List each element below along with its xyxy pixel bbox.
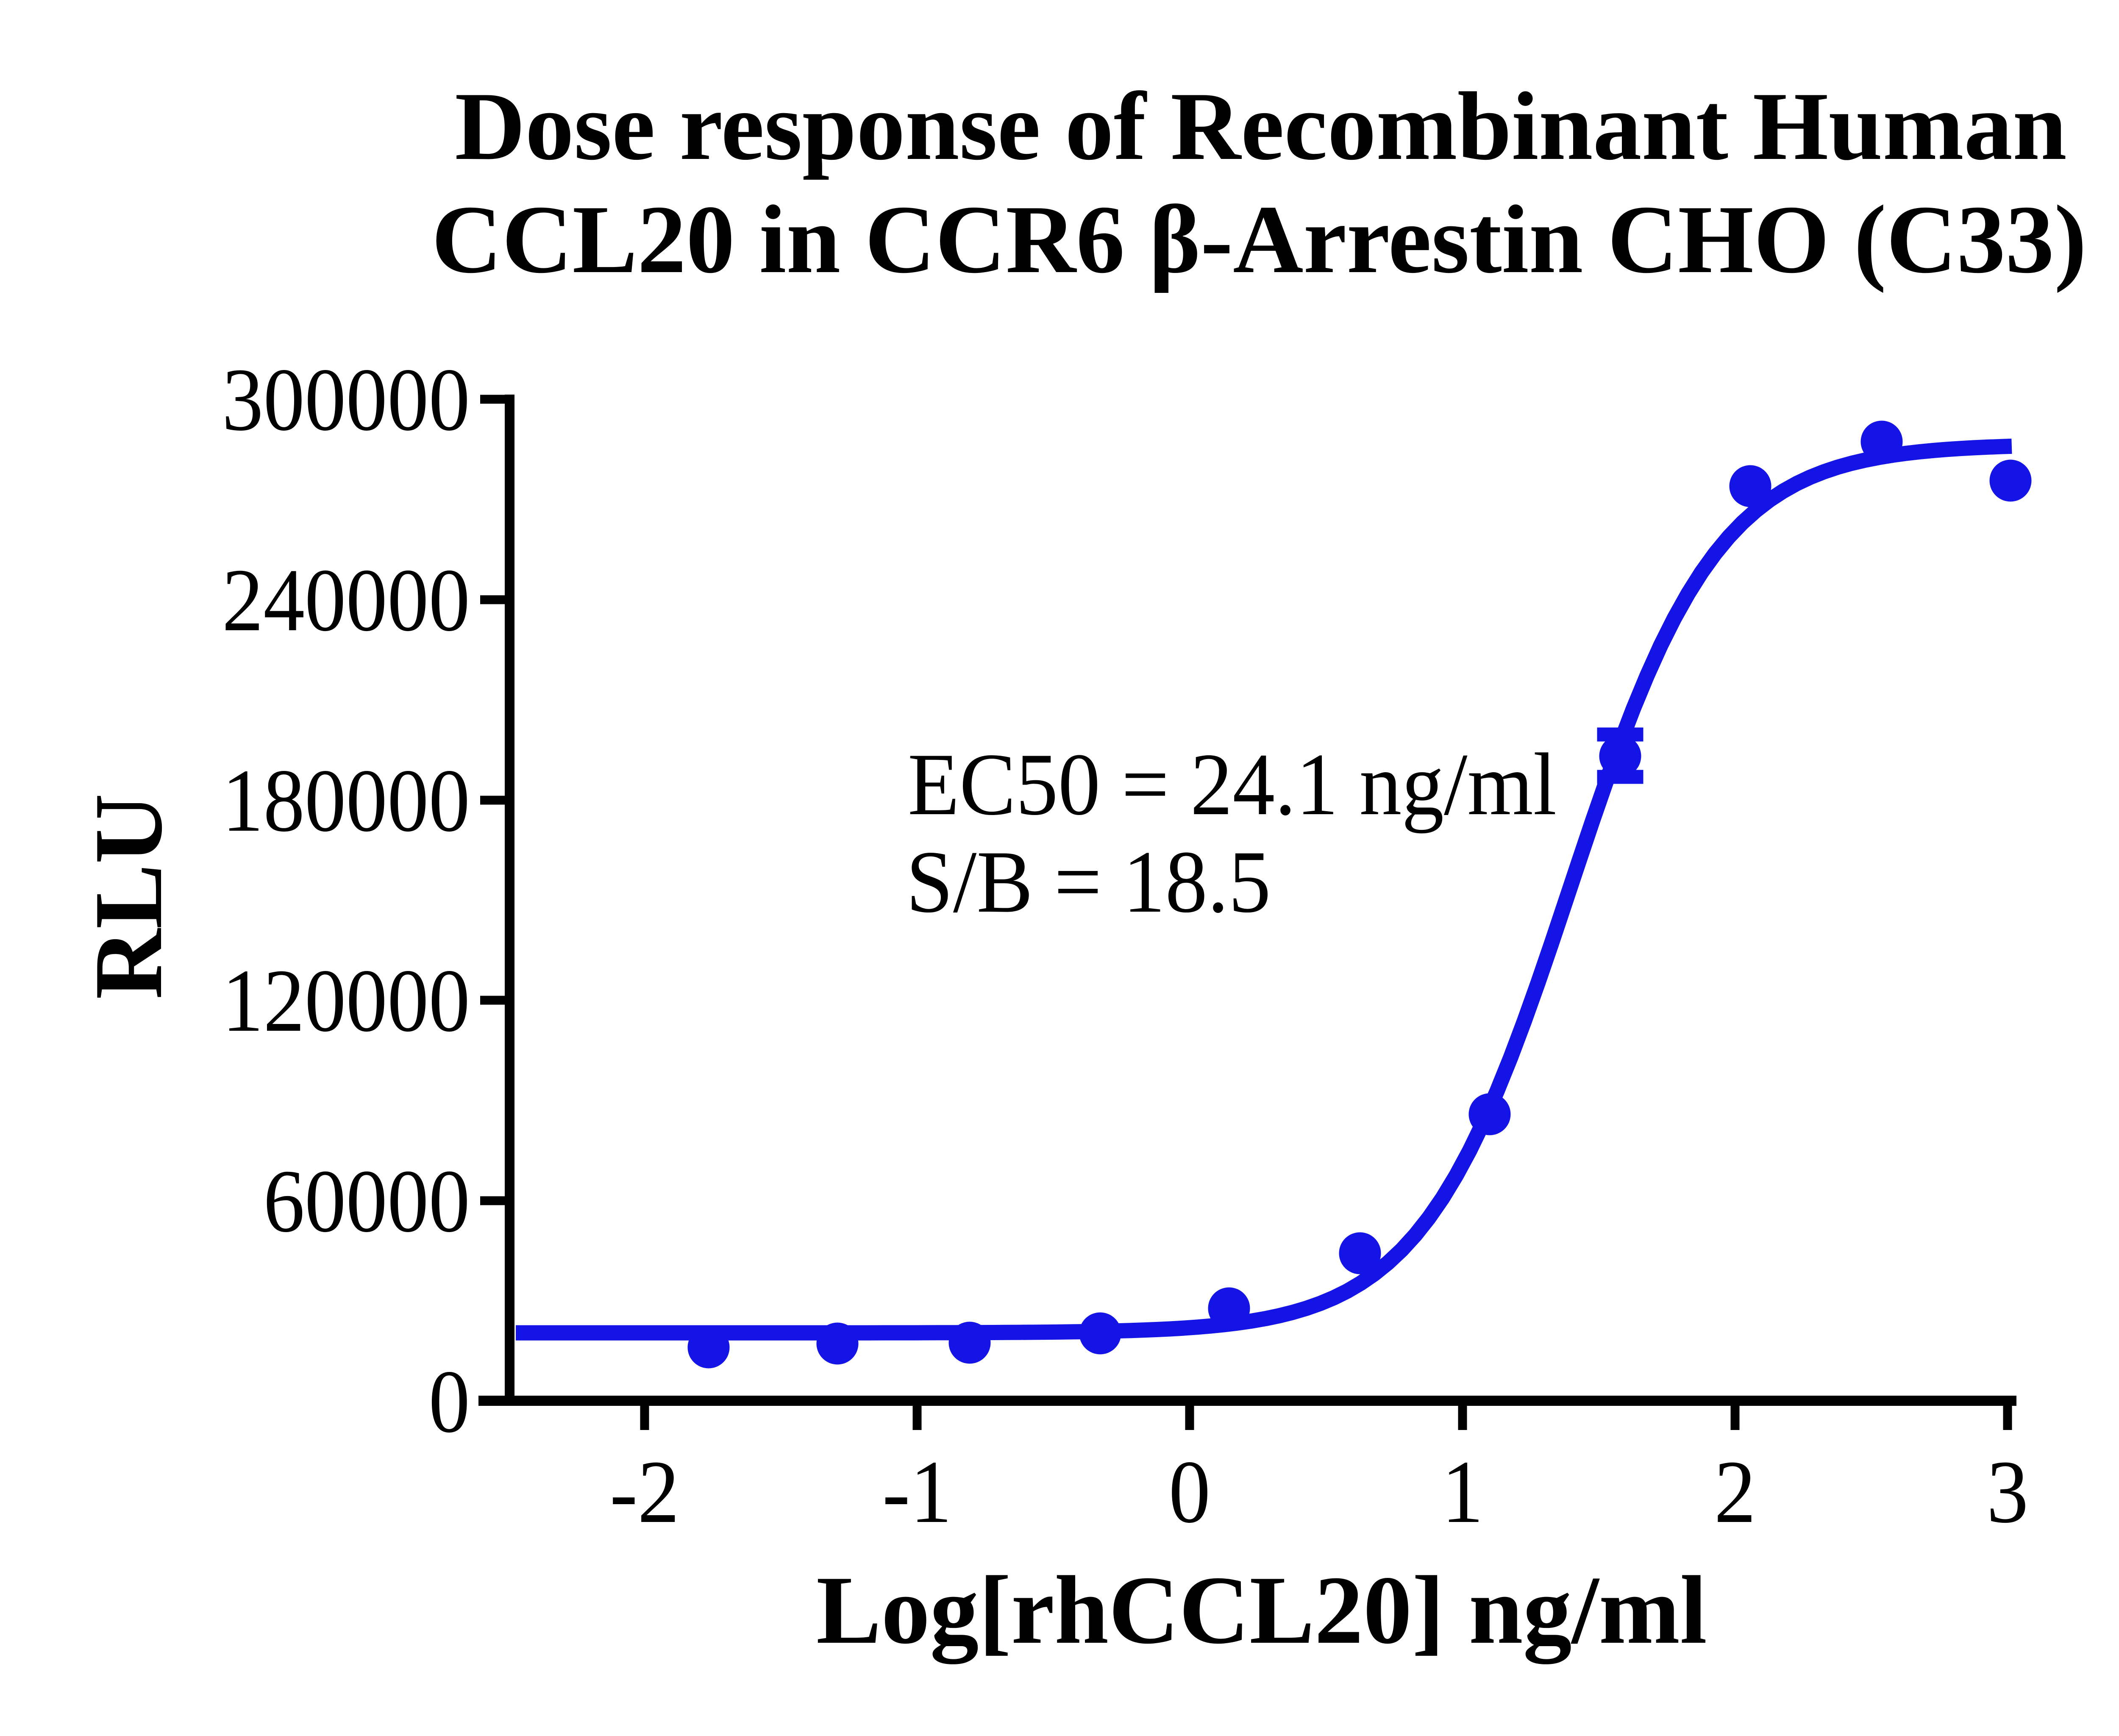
svg-text:2: 2 <box>1714 1443 1756 1542</box>
svg-text:120000: 120000 <box>222 951 470 1051</box>
svg-text:180000: 180000 <box>222 751 470 851</box>
svg-text:60000: 60000 <box>263 1152 470 1251</box>
svg-text:CCL20 in CCR6 β-Arrestin CHO (: CCL20 in CCR6 β-Arrestin CHO (C33) <box>431 185 2086 293</box>
svg-text:EC50 = 24.1 ng/ml: EC50 = 24.1 ng/ml <box>908 735 1557 834</box>
svg-text:Log[rhCCL20] ng/ml: Log[rhCCL20] ng/ml <box>816 1556 1707 1664</box>
svg-text:-2: -2 <box>610 1443 679 1542</box>
svg-text:240000: 240000 <box>222 551 470 650</box>
svg-text:0: 0 <box>1169 1443 1211 1542</box>
svg-text:RLU: RLU <box>74 793 182 999</box>
svg-text:-1: -1 <box>882 1443 952 1542</box>
svg-text:300000: 300000 <box>222 350 470 450</box>
svg-text:S/B = 18.5: S/B = 18.5 <box>906 832 1271 931</box>
svg-text:3: 3 <box>1987 1443 2029 1542</box>
svg-text:Dose response of Recombinant H: Dose response of Recombinant Human <box>455 72 2067 180</box>
svg-text:0: 0 <box>428 1352 470 1452</box>
svg-text:1: 1 <box>1442 1443 1484 1542</box>
